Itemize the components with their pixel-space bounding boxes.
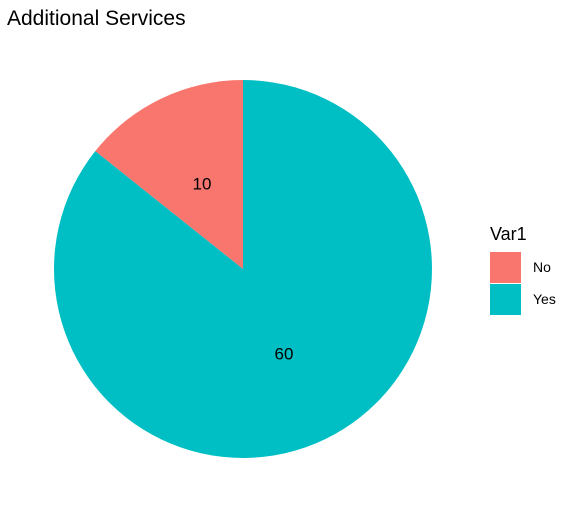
legend-item-yes: Yes <box>490 283 556 315</box>
pie-slice-no <box>95 80 243 269</box>
pie-label-no: 10 <box>193 174 212 193</box>
legend-label-no: No <box>533 259 551 275</box>
legend-swatch-no <box>490 251 521 283</box>
legend: Var1 No Yes <box>490 224 556 315</box>
pie-slice-yes <box>54 80 433 458</box>
legend-swatch-yes <box>490 283 521 315</box>
legend-item-no: No <box>490 251 556 283</box>
legend-label-yes: Yes <box>533 291 556 307</box>
chart-title: Additional Services <box>7 7 186 30</box>
pie-label-yes: 60 <box>275 345 294 364</box>
legend-title: Var1 <box>490 224 527 244</box>
